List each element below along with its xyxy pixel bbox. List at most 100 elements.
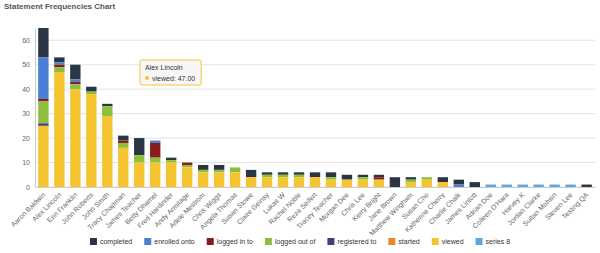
bar bbox=[182, 187, 192, 188]
legend-swatch bbox=[207, 238, 214, 245]
bar bbox=[470, 187, 480, 188]
tick-label: Testing QA bbox=[560, 191, 590, 221]
bar bbox=[230, 172, 240, 187]
bar bbox=[198, 187, 208, 188]
bar bbox=[118, 141, 128, 143]
bar bbox=[342, 187, 352, 188]
bar bbox=[470, 187, 480, 188]
bar bbox=[390, 187, 400, 188]
bar bbox=[86, 92, 96, 94]
bar bbox=[390, 187, 400, 188]
bar bbox=[454, 187, 464, 188]
bar bbox=[246, 187, 256, 188]
bar bbox=[470, 187, 480, 188]
bar bbox=[38, 126, 48, 187]
legend-item: series 8 bbox=[476, 238, 511, 245]
bar bbox=[294, 175, 304, 177]
y-axis: 0102030405060 bbox=[22, 29, 35, 191]
tooltip-box bbox=[140, 60, 201, 85]
bar bbox=[454, 187, 464, 188]
bar bbox=[54, 67, 64, 72]
legend-label: series 8 bbox=[486, 238, 511, 245]
bar bbox=[422, 177, 432, 179]
bar bbox=[246, 177, 256, 187]
bar bbox=[182, 167, 192, 187]
bar bbox=[470, 187, 480, 188]
legend-label: completed bbox=[100, 238, 132, 246]
bar bbox=[422, 180, 432, 187]
bar bbox=[198, 172, 208, 187]
bar bbox=[38, 28, 48, 57]
bar bbox=[470, 187, 480, 188]
bar bbox=[38, 187, 48, 188]
bar bbox=[358, 180, 368, 187]
legend-label: registered to bbox=[337, 238, 376, 246]
bar bbox=[533, 185, 543, 187]
bar bbox=[134, 187, 144, 188]
bar bbox=[278, 172, 288, 174]
bar bbox=[406, 180, 416, 182]
tick-label: 20 bbox=[22, 135, 30, 142]
bar bbox=[134, 163, 144, 187]
bar bbox=[358, 177, 368, 179]
bar bbox=[214, 165, 224, 170]
tick-label: 40 bbox=[22, 86, 30, 93]
bar bbox=[326, 172, 336, 177]
bar bbox=[390, 187, 400, 188]
bar bbox=[214, 172, 224, 187]
tick-label: 60 bbox=[22, 37, 30, 44]
axis-line bbox=[36, 187, 596, 188]
bar-series bbox=[38, 57, 464, 187]
bar bbox=[70, 79, 80, 81]
tick-label: 50 bbox=[22, 61, 30, 68]
bar bbox=[470, 187, 480, 188]
bar bbox=[502, 185, 512, 187]
bar bbox=[214, 170, 224, 172]
bar bbox=[38, 99, 48, 101]
bar bbox=[86, 87, 96, 92]
bar bbox=[134, 138, 144, 155]
legend-swatch bbox=[90, 238, 97, 245]
tooltip-title: Alex Lincoln bbox=[145, 64, 183, 71]
bar bbox=[118, 187, 128, 188]
tick: 0 bbox=[26, 184, 35, 191]
bar bbox=[374, 175, 384, 177]
bar bbox=[438, 182, 448, 187]
bar bbox=[326, 177, 336, 179]
bar bbox=[38, 101, 48, 123]
bar bbox=[102, 104, 112, 106]
bar bbox=[454, 187, 464, 188]
bar bbox=[470, 182, 480, 187]
tooltip: Alex Lincolnviewed: 47.00 bbox=[140, 60, 201, 85]
legend-swatch bbox=[476, 238, 483, 245]
legend-item: registered to bbox=[327, 238, 376, 246]
bar bbox=[294, 187, 304, 188]
bar bbox=[102, 116, 112, 187]
bar bbox=[54, 62, 64, 64]
grid bbox=[35, 40, 595, 187]
chart: Statement Frequencies Chart0102030405060… bbox=[0, 0, 600, 253]
bar bbox=[230, 167, 240, 172]
legend-swatch bbox=[265, 238, 272, 245]
bar bbox=[54, 187, 64, 188]
legend-item: started bbox=[388, 238, 420, 245]
bar bbox=[150, 187, 160, 188]
legend-swatch bbox=[432, 238, 439, 245]
bar bbox=[70, 89, 80, 187]
bar bbox=[86, 94, 96, 187]
tick: 60 bbox=[22, 37, 35, 44]
bar bbox=[38, 57, 48, 99]
bar bbox=[406, 182, 416, 187]
bar bbox=[581, 187, 591, 188]
legend: completedenrolled ontologged in tologged… bbox=[90, 238, 510, 246]
axis-line bbox=[35, 29, 36, 188]
grid-line bbox=[35, 40, 595, 41]
bar bbox=[422, 187, 432, 188]
bar bbox=[166, 187, 176, 188]
bar bbox=[310, 187, 320, 188]
bar bbox=[310, 177, 320, 187]
bar bbox=[182, 163, 192, 165]
bar bbox=[390, 187, 400, 188]
bar bbox=[342, 180, 352, 187]
bar bbox=[118, 143, 128, 148]
